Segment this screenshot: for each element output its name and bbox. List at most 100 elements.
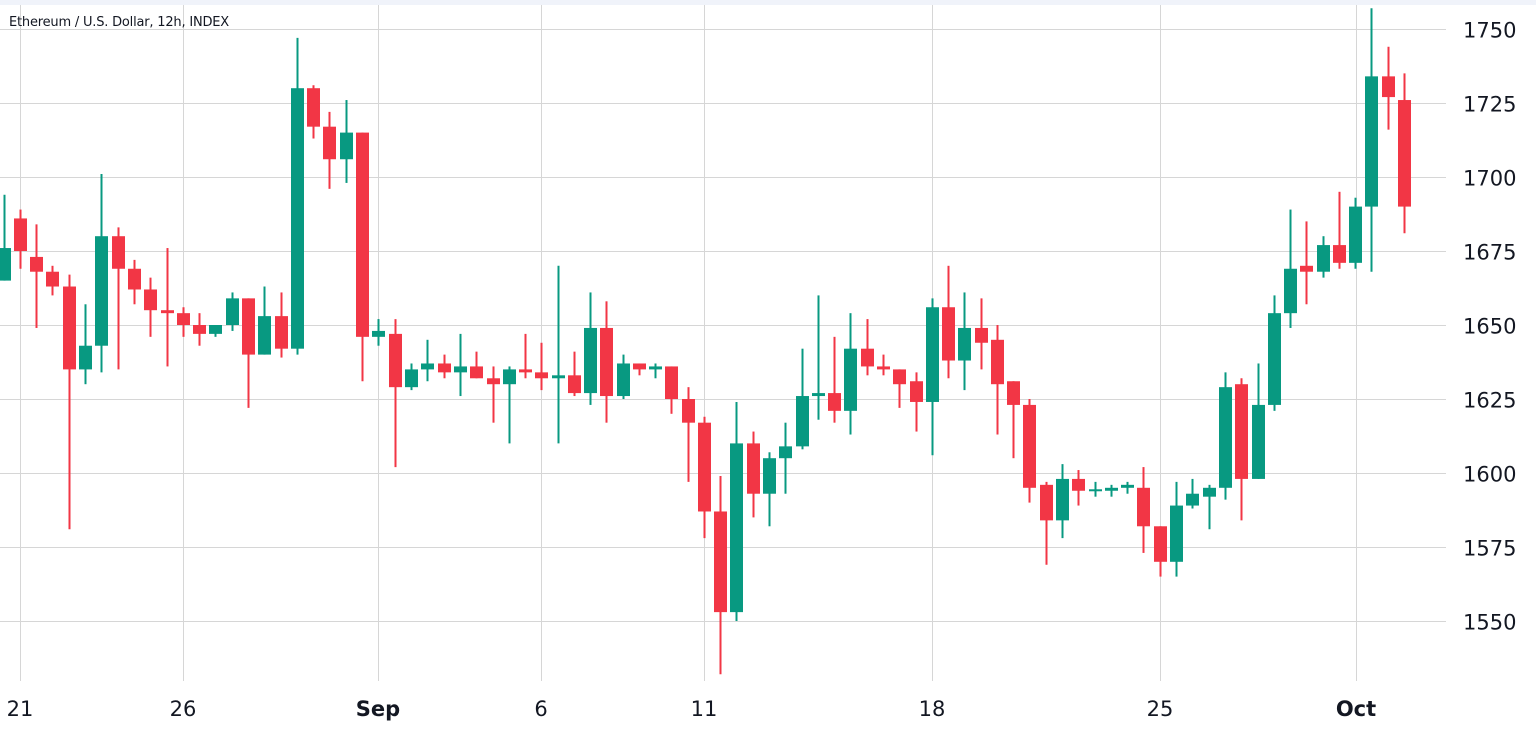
candle-up [1170, 481, 1183, 577]
candle-up [95, 174, 108, 373]
candle-body [144, 289, 157, 311]
candle-down [63, 274, 76, 530]
candle-up [291, 37, 304, 355]
candle-body [1040, 484, 1053, 521]
candle-body [958, 327, 971, 361]
candle-up [1219, 372, 1232, 500]
candle-up [1056, 464, 1069, 539]
candle-down [519, 333, 532, 379]
candle-body [1121, 484, 1134, 488]
candle-body [568, 375, 581, 394]
candle-body [405, 369, 418, 388]
candle-body [633, 363, 646, 370]
candle-down [1023, 399, 1036, 503]
time-tick-label: Sep [356, 697, 400, 721]
candle-body [779, 446, 792, 459]
candle-down [1333, 191, 1346, 269]
candle-body [828, 393, 841, 411]
price-tick-label: 1625 [1463, 389, 1516, 413]
candle-body [1333, 245, 1346, 263]
candle-body [112, 236, 125, 269]
candle-body [796, 396, 809, 447]
candle-body [14, 218, 27, 251]
candle-body [340, 132, 353, 160]
candle-down [942, 265, 955, 379]
candle-body [63, 286, 76, 370]
candle-body [812, 393, 825, 397]
candle-body [991, 339, 1004, 385]
candle-down [438, 354, 451, 379]
candle-body [1170, 505, 1183, 562]
candle-down [600, 301, 613, 423]
candle-down [1382, 46, 1395, 130]
candle-down [128, 259, 141, 305]
candle-body [893, 369, 906, 385]
candle-down [910, 372, 923, 432]
candle-up [958, 292, 971, 391]
candle-body [242, 298, 255, 355]
candle-body [1252, 404, 1265, 479]
candle-up [1203, 484, 1216, 530]
candle-down [389, 319, 402, 468]
candle-down [323, 111, 336, 189]
candle-up [372, 319, 385, 346]
candle-up [1349, 197, 1362, 269]
candle-down [46, 265, 59, 296]
candle-body [1268, 313, 1281, 405]
candle-up [503, 366, 516, 444]
candle-body [682, 399, 695, 423]
candle-body [1089, 489, 1102, 492]
candle-body [30, 256, 43, 272]
candle-body [1072, 478, 1085, 491]
candle-body [1186, 493, 1199, 506]
time-tick-label: 21 [7, 697, 34, 721]
candle-body [46, 271, 59, 287]
candle-body [1300, 265, 1313, 272]
candle-up [340, 100, 353, 183]
candle-body [1023, 404, 1036, 488]
candle-body [926, 307, 939, 402]
candle-down [535, 342, 548, 391]
candle-body [763, 458, 776, 494]
price-tick-label: 1550 [1463, 611, 1516, 635]
candle-down [877, 354, 890, 376]
candle-up [649, 363, 662, 379]
candle-down [14, 209, 27, 269]
candle-up [812, 295, 825, 420]
candle-down [861, 319, 874, 376]
symbol-title: Ethereum / U.S. Dollar, 12h, INDEX [9, 15, 230, 30]
candle-body [1203, 487, 1216, 497]
price-tick-label: 1675 [1463, 241, 1516, 265]
candle-up [763, 452, 776, 527]
candle-body [193, 325, 206, 334]
candle-down [242, 298, 255, 408]
candle-down [747, 431, 760, 518]
candle-up [796, 348, 809, 450]
candle-down [682, 387, 695, 482]
candle-body [1349, 206, 1362, 263]
candle-down [698, 416, 711, 539]
candle-body [665, 366, 678, 399]
candle-down [112, 227, 125, 370]
candle-body [1105, 487, 1118, 491]
candle-down [1007, 381, 1020, 459]
candle-down [1040, 481, 1053, 565]
candle-body [421, 363, 434, 370]
time-tick-label: 6 [534, 697, 547, 721]
candle-body [617, 363, 630, 397]
candle-down [275, 292, 288, 358]
candle-body [1056, 478, 1069, 521]
time-axis[interactable]: 21 26 Sep 6 11 18 25 Oct [7, 697, 1377, 721]
candle-down [1398, 73, 1411, 234]
price-axis[interactable]: 1750 1725 1700 1675 1650 1625 1600 1575 1550 [1463, 19, 1516, 635]
time-tick-label: 18 [919, 697, 946, 721]
candle-down [828, 336, 841, 423]
candle-body [291, 88, 304, 349]
candle-body [942, 307, 955, 361]
candle-body [1154, 526, 1167, 562]
candle-body [535, 372, 548, 379]
candle-body [307, 88, 320, 127]
candle-body [275, 316, 288, 349]
